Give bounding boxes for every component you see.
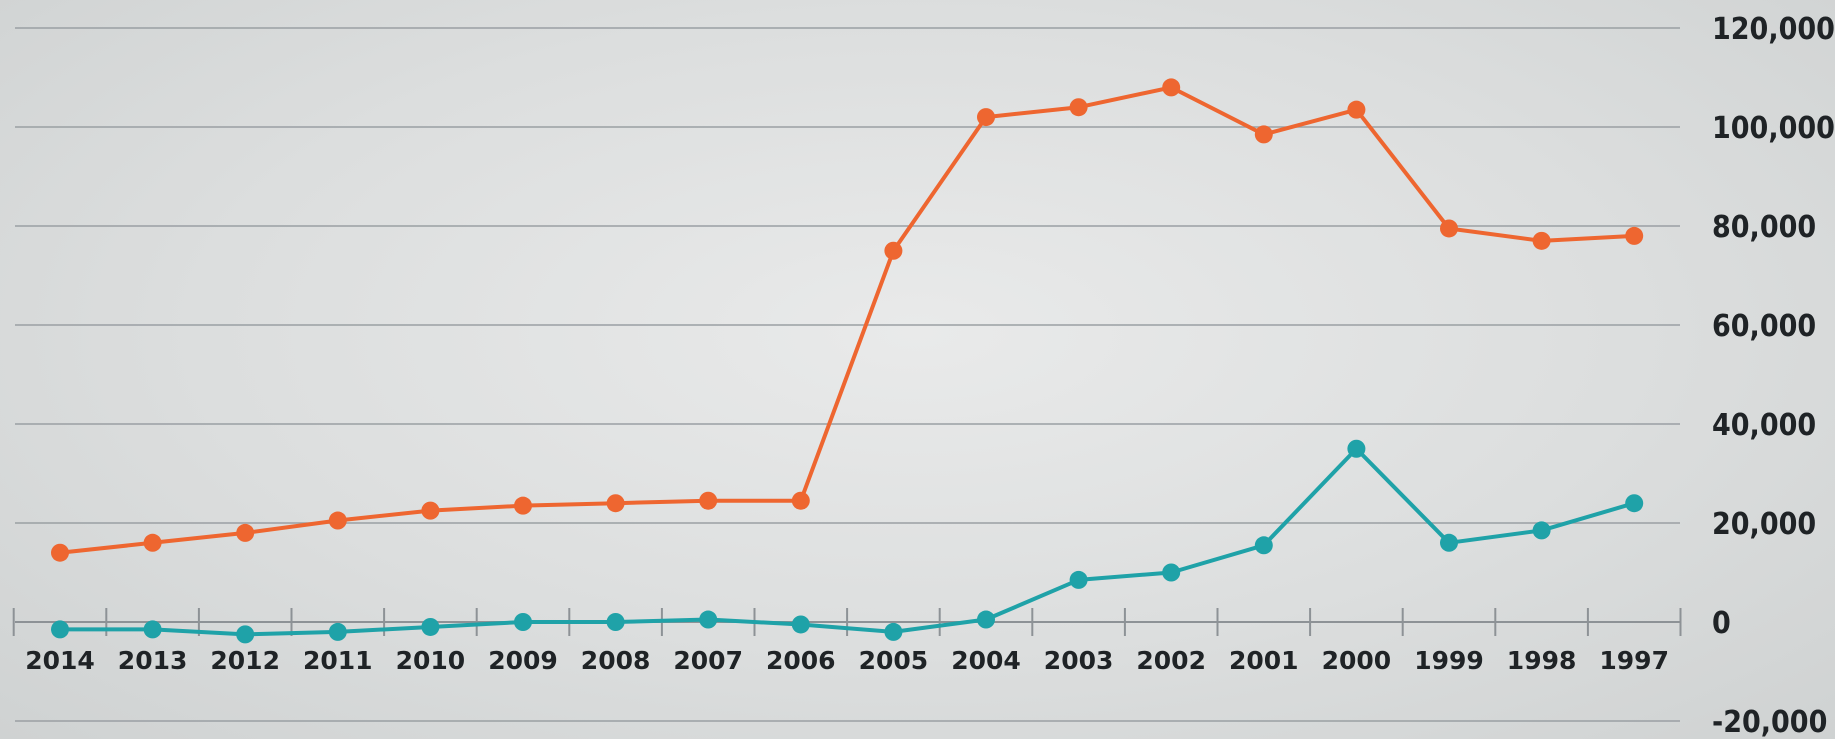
x-tick-label: 2010 <box>396 646 466 675</box>
x-tick-label: 2000 <box>1322 646 1392 675</box>
data-point <box>1347 439 1366 458</box>
x-tick-label: 1997 <box>1599 646 1669 675</box>
y-axis: -20,000 0 20,000 40,000 60,000 80,000 100,000 1… <box>1712 12 1835 739</box>
x-tick-label: 2004 <box>951 646 1021 675</box>
data-point <box>606 494 625 513</box>
x-tick-label: 2006 <box>766 646 836 675</box>
data-point <box>514 613 532 631</box>
data-point <box>1069 98 1088 117</box>
data-point <box>328 622 347 641</box>
data-point <box>699 491 718 510</box>
series-group <box>51 78 1644 644</box>
data-point <box>884 241 903 260</box>
data-point <box>884 622 903 641</box>
data-point <box>699 610 718 629</box>
data-point <box>328 511 347 530</box>
data-point <box>1625 494 1644 513</box>
y-tick-label: 0 <box>1712 606 1731 641</box>
data-point <box>143 533 162 552</box>
data-point <box>1532 231 1551 250</box>
x-tick-label: 1998 <box>1507 646 1577 675</box>
x-tick-label: 2011 <box>303 646 373 675</box>
data-point <box>1532 521 1551 540</box>
data-point <box>606 613 625 631</box>
x-tick-label: 2002 <box>1136 646 1206 675</box>
x-tick-label: 2001 <box>1229 646 1299 675</box>
series-line-1 <box>58 85 1637 555</box>
data-point <box>1625 226 1644 245</box>
data-point <box>236 625 255 644</box>
y-tick-label: 60,000 <box>1712 309 1816 344</box>
data-point <box>1254 536 1273 555</box>
x-tick-label: 1999 <box>1414 646 1484 675</box>
y-tick-label: 40,000 <box>1712 408 1816 443</box>
data-point <box>791 491 810 510</box>
x-axis: 2014 2013 2012 2011 2010 2009 2008 2007 2006 2005… <box>12 608 1682 675</box>
data-point <box>1347 100 1366 119</box>
data-point <box>514 496 532 515</box>
x-tick-label: 2005 <box>859 646 929 675</box>
data-point <box>791 615 810 634</box>
data-point <box>143 620 162 639</box>
data-point <box>421 617 440 636</box>
x-tick-label: 2013 <box>118 646 188 675</box>
data-point <box>51 620 69 639</box>
data-point <box>421 501 440 520</box>
data-point <box>1440 219 1458 238</box>
data-point <box>1069 570 1088 589</box>
x-tick-label: 2012 <box>210 646 280 675</box>
data-point <box>977 610 995 629</box>
data-point <box>1440 533 1458 552</box>
x-tick-label: 2014 <box>25 646 95 675</box>
series-line-2 <box>58 446 1637 637</box>
data-point <box>236 523 255 542</box>
data-point <box>1162 563 1181 582</box>
y-tick-label: 20,000 <box>1712 507 1816 542</box>
x-tick-label: 2008 <box>581 646 651 675</box>
y-tick-label: 100,000 <box>1712 111 1835 146</box>
x-tick-label: 2007 <box>673 646 743 675</box>
data-point <box>1254 125 1273 144</box>
data-point <box>1162 78 1181 97</box>
x-tick-label: 2003 <box>1044 646 1114 675</box>
y-tick-label: 120,000 <box>1712 12 1835 47</box>
x-tick-label: 2009 <box>488 646 558 675</box>
y-tick-label: 80,000 <box>1712 210 1816 245</box>
y-tick-label: -20,000 <box>1712 705 1827 739</box>
data-point <box>977 108 995 127</box>
data-point <box>51 543 69 562</box>
